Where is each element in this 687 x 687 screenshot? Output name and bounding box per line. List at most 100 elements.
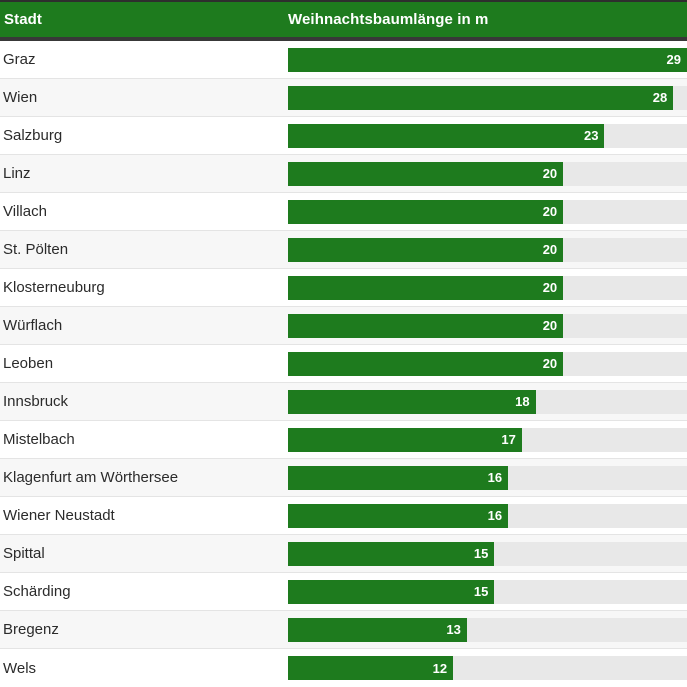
bar-fill: 13 [288,617,467,642]
table-row: Klosterneuburg 20 [0,269,687,307]
bar-track: 16 [288,503,687,528]
bar-fill: 20 [288,313,564,338]
bar-fill: 20 [288,161,564,186]
bar-cell: 12 [288,656,687,680]
bar-value-label: 16 [487,508,503,523]
city-label: Mistelbach [3,431,75,448]
column-header-value: Weihnachtsbaumlänge in m [288,11,489,28]
bar-value-label: 28 [652,90,668,105]
city-label: Leoben [3,355,54,372]
bar-track: 15 [288,541,687,566]
bar-fill: 29 [288,47,687,72]
table-row: Wiener Neustadt 16 [0,497,687,535]
bar-fill: 20 [288,199,564,224]
bar-fill: 15 [288,579,495,604]
bar-fill: 17 [288,427,522,452]
bar-cell: 20 [288,275,687,300]
bar-fill: 16 [288,465,509,490]
bar-cell: 28 [288,85,687,110]
city-label: Villach [3,203,47,220]
table-row: Villach 20 [0,193,687,231]
city-label: Wiener Neustadt [3,507,115,524]
bar-value-label: 12 [432,660,448,676]
bar-cell: 20 [288,237,687,262]
table-row: Graz 29 [0,41,687,79]
bar-track: 17 [288,427,687,452]
table-top-border [0,0,687,2]
bar-value-label: 16 [487,470,503,485]
bar-track: 20 [288,161,687,186]
table-row: Salzburg 23 [0,117,687,155]
city-label: Wien [3,89,38,106]
table-row: Klagenfurt am Wörthersee 16 [0,459,687,497]
header-divider [0,37,687,41]
bar-fill: 20 [288,275,564,300]
bar-cell: 15 [288,541,687,566]
bar-cell: 29 [288,47,687,72]
bar-value-label: 23 [583,128,599,143]
city-label: Klosterneuburg [3,279,105,296]
city-label: Spittal [3,545,45,562]
bar-track: 18 [288,389,687,414]
bar-fill: 28 [288,85,674,110]
bar-cell: 15 [288,579,687,604]
bar-cell: 20 [288,199,687,224]
bar-fill: 16 [288,503,509,528]
bar-value-label: 20 [542,166,558,181]
bar-value-label: 15 [473,546,489,561]
bar-track: 13 [288,617,687,642]
bar-cell: 16 [288,465,687,490]
city-label: Bregenz [3,621,59,638]
bar-value-label: 15 [473,584,489,599]
bar-value-label: 20 [542,356,558,371]
bar-cell: 20 [288,351,687,376]
city-label: Innsbruck [3,393,69,410]
bar-track: 15 [288,579,687,604]
bar-track: 20 [288,313,687,338]
table-row: St. Pölten 20 [0,231,687,269]
table-row: Leoben 20 [0,345,687,383]
table-row: Spittal 15 [0,535,687,573]
bar-track: 23 [288,123,687,148]
bar-fill: 20 [288,237,564,262]
bar-track: 12 [288,656,687,680]
bar-value-label: 20 [542,242,558,257]
table-header-row: Stadt Weihnachtsbaumlänge in m [0,2,687,37]
bar-value-label: 20 [542,280,558,295]
bar-cell: 20 [288,313,687,338]
city-label: Klagenfurt am Wörthersee [3,469,179,486]
table-row: Wien 28 [0,79,687,117]
bar-cell: 17 [288,427,687,452]
bar-value-label: 17 [501,432,516,447]
bar-track: 28 [288,85,687,110]
bar-fill: 12 [288,656,454,680]
bar-track: 20 [288,275,687,300]
bar-value-label: 20 [542,318,558,333]
bar-value-label: 13 [446,622,461,637]
bar-track: 29 [288,47,687,72]
bar-track: 20 [288,351,687,376]
bar-track: 20 [288,237,687,262]
bar-track: 20 [288,199,687,224]
table-row: Innsbruck 18 [0,383,687,421]
bar-fill: 15 [288,541,495,566]
bar-fill: 23 [288,123,605,148]
table-row: Wels 12 [0,649,687,687]
column-header-city: Stadt [4,11,42,28]
bar-cell: 18 [288,389,687,414]
city-label: St. Pölten [3,241,69,258]
bar-cell: 16 [288,503,687,528]
bar-fill: 20 [288,351,564,376]
bar-value-label: 29 [666,52,681,67]
bar-fill: 18 [288,389,536,414]
city-label: Schärding [3,583,71,600]
table-row: Schärding 15 [0,573,687,611]
city-label: Linz [3,165,31,182]
table-row: Bregenz 13 [0,611,687,649]
city-label: Würflach [3,317,63,334]
city-label: Graz [3,51,36,68]
table-row: Würflach 20 [0,307,687,345]
bar-track: 16 [288,465,687,490]
bar-cell: 20 [288,161,687,186]
